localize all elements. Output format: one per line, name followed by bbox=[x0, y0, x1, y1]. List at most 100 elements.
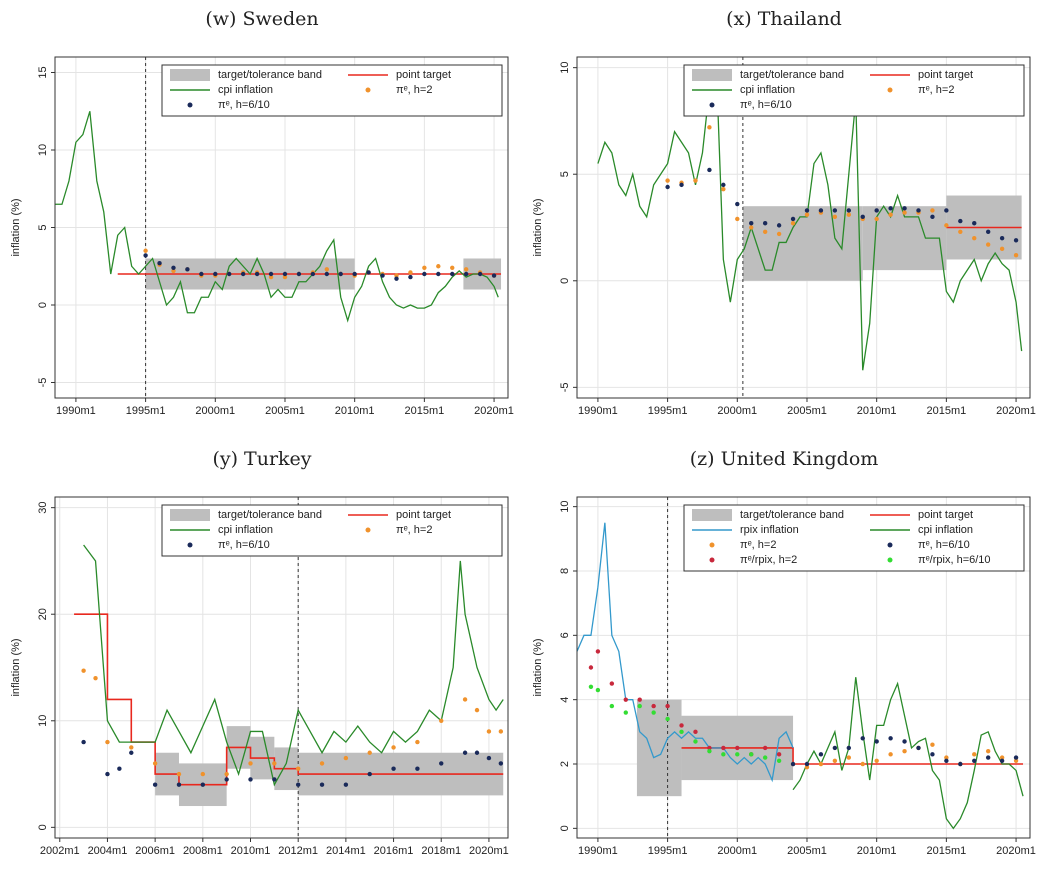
series-dot bbox=[394, 276, 399, 281]
y-tick-label: -5 bbox=[559, 382, 571, 392]
plot-frame bbox=[54, 496, 509, 839]
legend-box bbox=[161, 504, 503, 557]
series-dot bbox=[999, 235, 1005, 241]
series-dot bbox=[972, 221, 977, 226]
legend-swatch bbox=[365, 527, 371, 533]
y-tick-label: 8 bbox=[559, 568, 571, 574]
series-dot bbox=[254, 271, 260, 277]
series-dot bbox=[874, 758, 879, 763]
series-dot bbox=[999, 755, 1005, 760]
series-dot bbox=[224, 777, 229, 782]
series-dot bbox=[366, 270, 371, 275]
legend-label: target/tolerance band bbox=[218, 69, 322, 81]
series-dot bbox=[693, 739, 698, 744]
series-dot bbox=[665, 184, 670, 190]
legend-swatch bbox=[187, 542, 193, 548]
series-dot bbox=[296, 271, 302, 277]
series-dot bbox=[985, 755, 991, 760]
series-dot bbox=[735, 752, 740, 757]
legend-label: πᵉ, h=6/10 bbox=[918, 539, 970, 551]
series-dot bbox=[804, 765, 810, 770]
x-tick-label: 2020m1 bbox=[469, 845, 509, 857]
series-dot bbox=[762, 221, 768, 226]
series-dot bbox=[1013, 253, 1019, 258]
x-tick-label: 2020m1 bbox=[996, 405, 1036, 417]
legend-label: target/tolerance band bbox=[218, 509, 322, 521]
series-dot bbox=[860, 761, 865, 767]
series-dot bbox=[240, 271, 246, 277]
series-dot bbox=[846, 745, 851, 751]
series-line bbox=[597, 67, 1023, 371]
x-tick-label: 2015m1 bbox=[926, 845, 966, 857]
series-dot bbox=[762, 755, 768, 760]
series-dot bbox=[199, 271, 204, 277]
series-dot bbox=[129, 745, 134, 750]
series-dot bbox=[319, 782, 325, 787]
series-dot bbox=[439, 718, 444, 723]
series-dot bbox=[462, 750, 468, 755]
series-dot bbox=[310, 271, 316, 277]
x-tick-label: 2010m1 bbox=[857, 405, 897, 417]
series-line bbox=[55, 111, 499, 323]
series-dot bbox=[902, 748, 907, 754]
x-tick-label: 2020m1 bbox=[996, 845, 1036, 857]
series-dot bbox=[679, 729, 684, 735]
series-dot bbox=[999, 246, 1005, 252]
x-tick-label: 2006m1 bbox=[135, 845, 175, 857]
x-tick-label: 2015m1 bbox=[404, 405, 444, 417]
y-tick-label: 0 bbox=[559, 278, 571, 284]
series-dot bbox=[81, 668, 86, 673]
series-dot bbox=[477, 271, 483, 277]
series-dot bbox=[651, 710, 656, 715]
legend-box bbox=[161, 64, 503, 117]
plot-frame bbox=[576, 496, 1031, 839]
series-dot bbox=[776, 752, 782, 757]
series-dot bbox=[268, 271, 274, 277]
series-dot bbox=[380, 273, 385, 278]
series-dot bbox=[171, 268, 176, 274]
series-dot bbox=[707, 745, 712, 751]
plot-frame bbox=[54, 56, 509, 399]
series-dot bbox=[486, 755, 492, 761]
series-dot bbox=[324, 271, 329, 277]
series-dot bbox=[749, 221, 754, 226]
legend-swatch bbox=[709, 102, 715, 108]
series-dot bbox=[944, 208, 949, 213]
series-dot bbox=[143, 253, 148, 258]
series-dot bbox=[436, 271, 441, 277]
series-dot bbox=[888, 736, 893, 741]
legend-label: πᵉ, h=6/10 bbox=[218, 99, 270, 111]
x-tick-label: 1995m1 bbox=[648, 405, 688, 417]
legend-swatch bbox=[887, 557, 893, 563]
series-dot bbox=[227, 271, 232, 277]
series-dot bbox=[343, 782, 349, 787]
series-dot bbox=[319, 761, 325, 766]
series-dot bbox=[707, 167, 712, 173]
x-tick-label: 2016m1 bbox=[374, 845, 414, 857]
series-dot bbox=[804, 208, 810, 213]
series-dot bbox=[1013, 758, 1019, 763]
series-dot bbox=[721, 186, 726, 192]
series-dot bbox=[152, 761, 158, 766]
series-dot bbox=[637, 697, 642, 702]
y-tick-label: 15 bbox=[37, 66, 49, 78]
y-tick-label: 0 bbox=[37, 302, 49, 308]
series-dot bbox=[874, 739, 879, 744]
panel-title: (w) Sweden bbox=[205, 8, 318, 30]
y-tick-label: 10 bbox=[37, 144, 49, 156]
series-dot bbox=[595, 687, 601, 693]
x-tick-label: 1990m1 bbox=[578, 845, 618, 857]
series-dot bbox=[474, 750, 480, 755]
series-dot bbox=[930, 742, 935, 747]
y-axis-label: inflation (%) bbox=[532, 198, 544, 256]
target-band bbox=[636, 699, 682, 797]
y-axis-label: inflation (%) bbox=[10, 638, 22, 696]
legend-label: cpi inflation bbox=[218, 84, 273, 96]
x-tick-label: 2008m1 bbox=[183, 845, 223, 857]
series-dot bbox=[474, 707, 480, 713]
panel-title: (z) United Kingdom bbox=[690, 448, 879, 470]
series-dot bbox=[462, 697, 468, 702]
series-dot bbox=[81, 739, 86, 745]
series-dot bbox=[185, 267, 190, 272]
y-tick-label: 10 bbox=[37, 715, 49, 727]
